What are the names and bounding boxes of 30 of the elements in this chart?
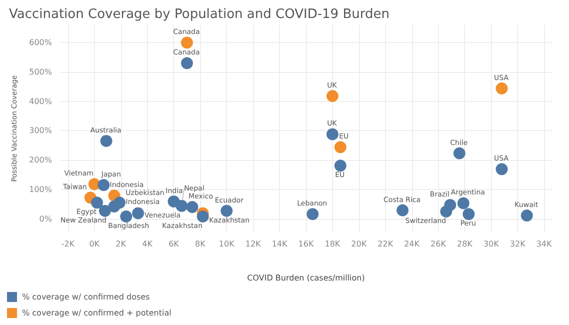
y-tick-label: 100% — [29, 184, 52, 194]
y-tick-label: 200% — [29, 156, 52, 165]
y-tick-label: 300% — [29, 126, 52, 136]
legend-label: % coverage w/ confirmed + potential — [22, 308, 172, 318]
chart-title: Vaccination Coverage by Population and COVID-19 Burden — [9, 7, 390, 22]
x-tick-label: 10K — [218, 240, 236, 248]
y-tick-label: 600% — [29, 38, 52, 48]
x-tick-label: -2K — [61, 240, 76, 248]
y-tick-label: 500% — [29, 67, 52, 76]
x-tick-label: 20K — [351, 240, 368, 248]
y-tick-label: 0% — [39, 214, 52, 224]
x-tick-label: 30K — [483, 240, 500, 248]
x-tick-label: 4K — [142, 240, 154, 248]
x-tick-label: 2K — [116, 240, 127, 248]
x-tick-label: 28K — [456, 240, 474, 248]
y-tick-label: 400% — [29, 96, 52, 106]
x-tick-label: 26K — [430, 240, 447, 248]
legend-label: % coverage w/ confirmed doses — [22, 292, 150, 302]
x-tick-label: 0K — [89, 240, 100, 248]
x-tick-label: 16K — [298, 240, 314, 248]
x-tick-label: 32K — [510, 240, 526, 248]
x-axis-title: COVID Burden (cases/million) — [247, 274, 365, 282]
x-tick-label: 14K — [272, 240, 288, 248]
x-tick-label: 18K — [324, 240, 341, 248]
x-tick-label: 6K — [168, 240, 180, 248]
x-tick-label: 24K — [404, 240, 420, 248]
x-tick-label: 12K — [245, 240, 262, 248]
x-tick-label: 34K — [536, 240, 553, 248]
x-tick-label: 8K — [195, 240, 206, 248]
x-tick-label: 22K — [378, 240, 394, 248]
